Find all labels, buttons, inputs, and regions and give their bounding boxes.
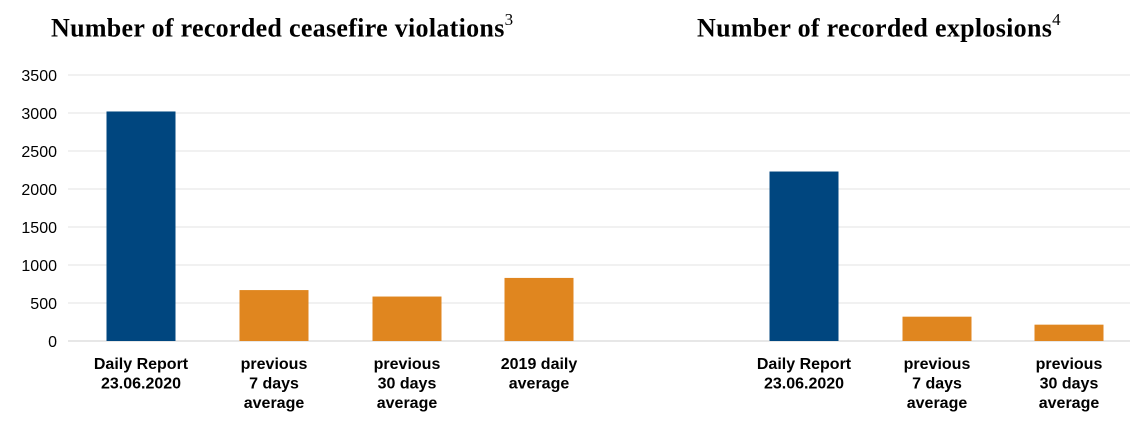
- y-tick-label: 2500: [21, 144, 57, 161]
- x-tick-label: 23.06.2020: [101, 376, 181, 393]
- x-tick-label: 7 days: [912, 376, 962, 393]
- y-tick-label: 0: [48, 334, 57, 351]
- x-tick-label: 23.06.2020: [764, 376, 844, 393]
- y-tick-label: 1500: [21, 220, 57, 237]
- footnote-marker: 4: [1052, 10, 1061, 29]
- x-tick-label: average: [244, 395, 305, 412]
- bar: [106, 111, 176, 341]
- footnote-marker: 3: [504, 10, 514, 29]
- chart-title-explosions: Number of recorded explosions4: [697, 10, 1061, 43]
- y-tick-label: 3000: [21, 106, 57, 123]
- bar: [504, 277, 574, 341]
- x-tick-label: 2019 daily: [501, 356, 578, 373]
- y-tick-label: 500: [30, 296, 57, 313]
- x-tick-label: average: [1039, 395, 1100, 412]
- chart-title-ceasefire-violations: Number of recorded ceasefire violations3: [51, 10, 514, 43]
- x-tick-label: 30 days: [1040, 376, 1099, 393]
- y-tick-label: 1000: [21, 258, 57, 275]
- y-tick-label: 3500: [21, 68, 57, 85]
- x-tick-label: average: [377, 395, 438, 412]
- x-tick-label: previous: [241, 356, 308, 373]
- x-tick-label: 7 days: [249, 376, 299, 393]
- x-tick-label: previous: [1036, 356, 1103, 373]
- x-tick-label: previous: [374, 356, 441, 373]
- x-tick-label: Daily Report: [94, 356, 189, 373]
- y-tick-label: 2000: [21, 182, 57, 199]
- x-tick-label: Daily Report: [757, 356, 852, 373]
- bar: [239, 290, 309, 341]
- x-tick-label: 30 days: [378, 376, 437, 393]
- bar: [1034, 324, 1104, 341]
- x-tick-label: average: [907, 395, 968, 412]
- bar: [372, 296, 442, 341]
- x-tick-label: previous: [904, 356, 971, 373]
- x-tick-label: average: [509, 376, 570, 393]
- bar: [769, 171, 839, 341]
- bar: [902, 316, 972, 341]
